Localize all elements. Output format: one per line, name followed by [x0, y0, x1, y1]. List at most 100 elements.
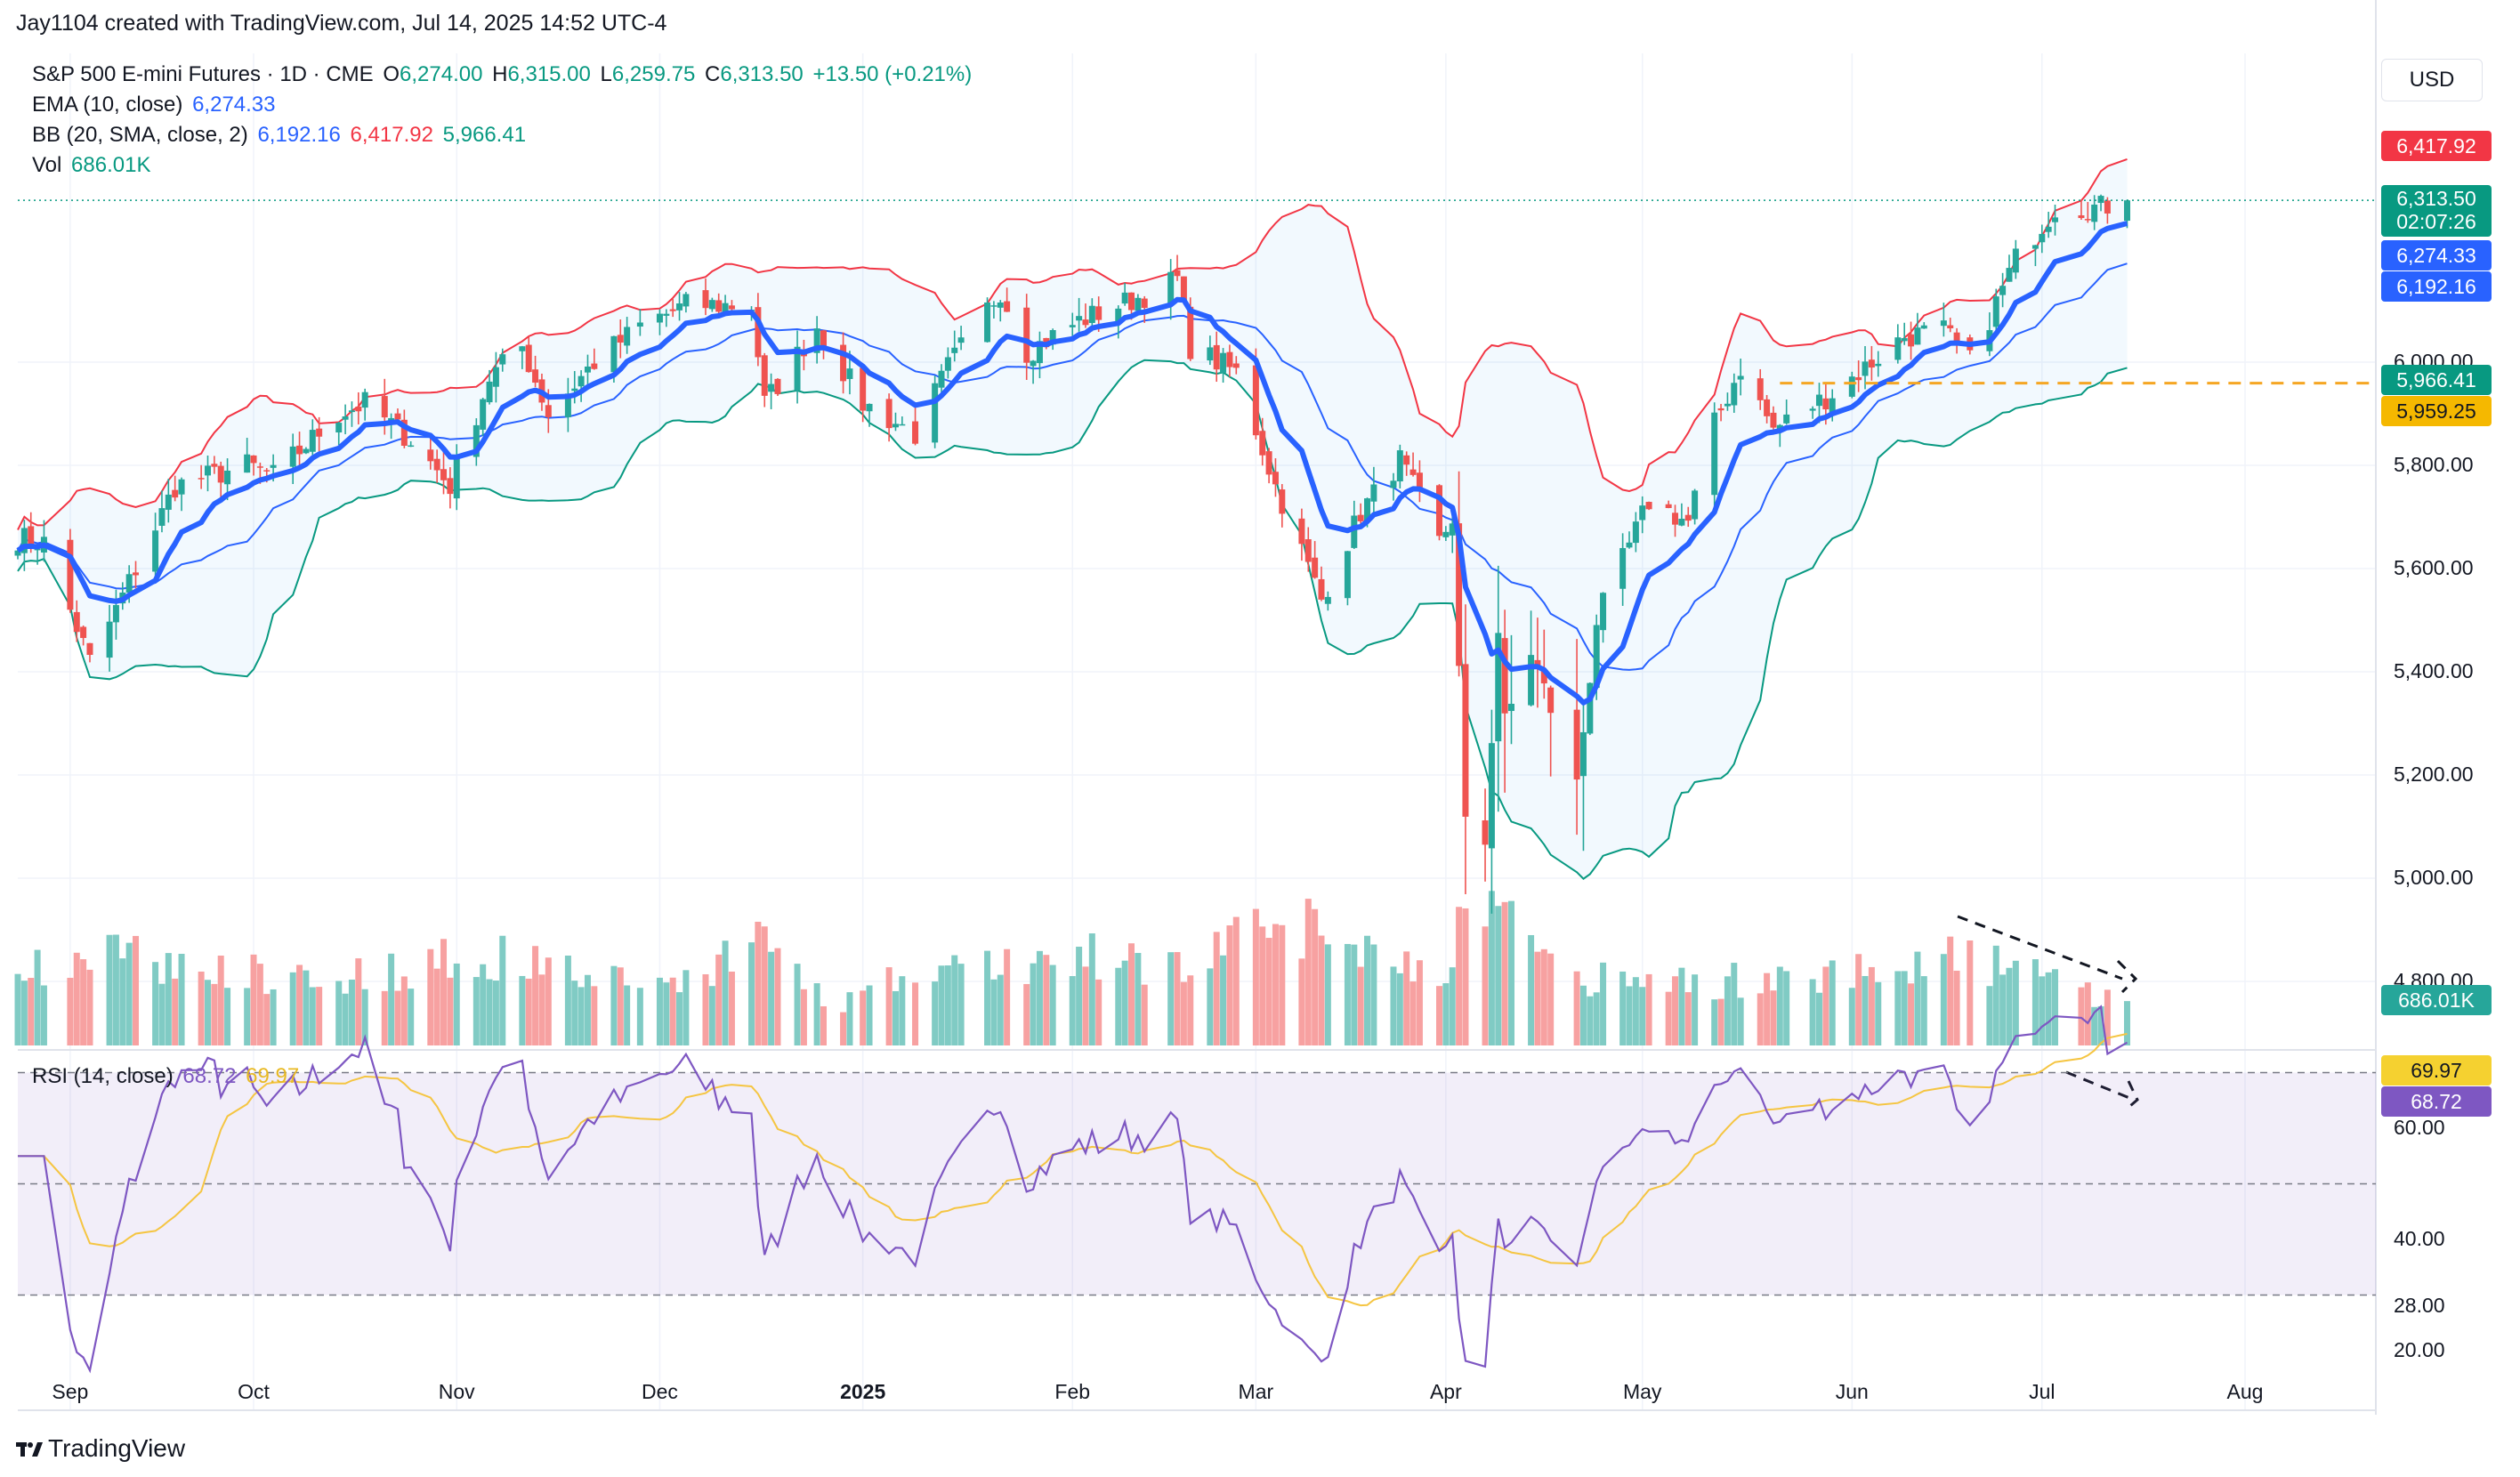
volume-bar: [571, 981, 578, 1045]
volume-bar: [1632, 977, 1639, 1045]
volume-bars: [14, 891, 2130, 1045]
volume-bar: [1174, 952, 1181, 1045]
volume-bar: [2006, 967, 2013, 1045]
volume-bar: [676, 992, 683, 1045]
volume-bar: [1528, 934, 1535, 1045]
candle-body: [427, 449, 434, 462]
volume-bar: [1180, 981, 1187, 1045]
volume-bar: [578, 987, 585, 1045]
volume-bar: [80, 959, 87, 1045]
volume-bar: [440, 939, 448, 1045]
volume-bar: [1770, 990, 1777, 1045]
brand-logo[interactable]: TradingView: [16, 1434, 185, 1463]
time-tick-label: Feb: [1054, 1380, 1091, 1403]
candle-body: [860, 367, 867, 411]
candle-body: [866, 403, 873, 412]
volume-bar: [1318, 935, 1325, 1045]
candle-body: [486, 381, 493, 403]
countdown-value: 02:07:26: [2396, 210, 2476, 233]
volume-bar: [663, 982, 670, 1045]
candle-body: [682, 294, 690, 307]
volume-bar: [1678, 967, 1685, 1045]
currency-button[interactable]: USD: [2381, 59, 2483, 101]
volume-bar: [1848, 988, 1855, 1045]
time-tick-label: 2025: [840, 1380, 886, 1403]
candle-body: [564, 393, 571, 417]
ema-value: 6,274.33: [192, 93, 276, 117]
candle-body: [984, 302, 991, 343]
candle-body: [1304, 539, 1312, 562]
candle-body: [2006, 268, 2013, 282]
volume-bar: [636, 988, 643, 1045]
candle-body: [263, 470, 271, 472]
candle-body: [316, 428, 323, 437]
candle-body: [408, 445, 415, 448]
volume-bar: [1095, 979, 1102, 1045]
candle-body: [198, 478, 205, 480]
volume-bar: [40, 985, 47, 1045]
candle-body: [1174, 270, 1181, 277]
volume-bar: [984, 950, 991, 1045]
candle-body: [1737, 375, 1744, 380]
candlesticks: [14, 194, 2130, 914]
rsi-value: 68.72: [182, 1064, 237, 1088]
candle-body: [1259, 431, 1266, 456]
candle-body: [663, 313, 670, 316]
trendline-drawings[interactable]: [1957, 915, 2139, 1112]
volume-bar: [1783, 971, 1790, 1045]
symbol-name[interactable]: S&P 500 E-mini Futures · 1D · CME: [32, 62, 374, 86]
volume-bar: [1324, 944, 1331, 1045]
volume-bar: [2031, 959, 2039, 1045]
volume-bar: [1776, 966, 1783, 1045]
candle-body: [73, 611, 80, 633]
candle-body: [1167, 271, 1175, 304]
h-label: H: [492, 62, 508, 86]
candle-body: [1534, 659, 1541, 667]
volume-bar: [316, 987, 323, 1045]
volume-bar: [1809, 979, 1816, 1045]
rsi-tick-label: 28.00: [2394, 1294, 2445, 1317]
volume-bar: [728, 971, 735, 1045]
candle-body: [335, 423, 343, 433]
change-value: +13.50 (+0.21%): [812, 62, 973, 86]
candle-body: [1416, 472, 1423, 490]
volume-bar: [1875, 981, 1882, 1045]
volume-bar: [860, 990, 867, 1045]
candle-body: [1135, 297, 1142, 311]
candle-body: [885, 399, 892, 429]
volume-bar: [20, 981, 28, 1045]
legend-ema[interactable]: EMA (10, close) 6,274.33: [32, 93, 279, 117]
candle-body: [289, 446, 296, 467]
volume-tag: 686.01K: [2381, 985, 2492, 1015]
candle-body: [1265, 451, 1272, 475]
candle-body: [28, 526, 35, 546]
candle-body: [1023, 307, 1030, 363]
volume-bar: [525, 978, 532, 1045]
candle-body: [152, 530, 159, 572]
candle-body: [1318, 578, 1325, 600]
legend-vol[interactable]: Vol 686.01K: [32, 153, 154, 178]
price-tick-label: 5,600.00: [2394, 556, 2474, 579]
volume-bar: [217, 955, 224, 1045]
candle-body: [899, 424, 906, 426]
volume-bar: [1304, 899, 1312, 1045]
volume-bar: [545, 957, 552, 1045]
volume-bar: [1023, 983, 1030, 1045]
candle-body: [303, 448, 310, 454]
volume-bar: [1298, 958, 1305, 1045]
volume-bar: [1914, 951, 1921, 1045]
candle-body: [951, 347, 958, 353]
candle-body: [1069, 325, 1076, 327]
volume-bar: [610, 965, 618, 1045]
legend-bb[interactable]: BB (20, SMA, close, 2) 6,192.16 6,417.92…: [32, 123, 529, 148]
candle-body: [669, 309, 676, 311]
legend-rsi[interactable]: RSI (14, close) 68.72 69.97: [32, 1064, 303, 1089]
volume-bar: [1855, 954, 1862, 1045]
candle-body: [1547, 687, 1555, 714]
volume-bar: [348, 979, 355, 1045]
candle-body: [1357, 514, 1364, 521]
volume-bar: [309, 987, 316, 1045]
candle-body: [656, 313, 663, 323]
volume-bar: [1043, 955, 1050, 1045]
